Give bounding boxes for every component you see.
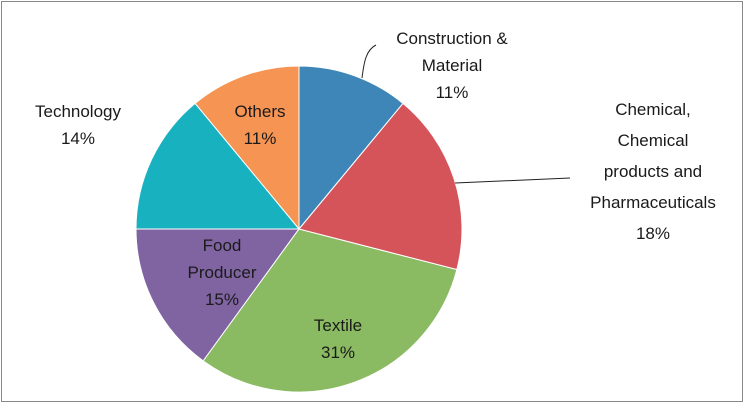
category-name: Construction & Material	[396, 29, 508, 75]
pie-slice	[135, 102, 301, 230]
category-name: Food Producer	[187, 236, 257, 282]
data-label: Construction & Material 11%	[396, 25, 508, 106]
pie-slice	[298, 102, 463, 271]
data-label: Others 11%	[234, 98, 285, 152]
value-label: 15%	[204, 290, 240, 309]
category-name: Technology	[34, 102, 122, 121]
category-name: Others	[234, 102, 286, 121]
data-label: Technology 14%	[35, 98, 121, 152]
value-label: 31%	[320, 343, 356, 362]
category-name: Chemical, Chemical products and Pharmace…	[590, 100, 716, 212]
category-name: Textile	[313, 316, 363, 335]
leader-line	[454, 177, 571, 184]
pie-slice	[298, 65, 404, 231]
value-label: 14%	[60, 129, 96, 148]
data-label: Textile 31%	[314, 312, 362, 366]
leader-line	[361, 44, 377, 79]
value-label: 18%	[635, 224, 671, 243]
pie-slice	[194, 65, 300, 231]
data-label: Food Producer 15%	[188, 232, 257, 313]
pie-slice	[202, 228, 458, 393]
data-label: Chemical, Chemical products and Pharmace…	[590, 94, 716, 249]
value-label: 11%	[243, 129, 277, 148]
pie-slice	[135, 228, 300, 362]
value-label: 11%	[435, 83, 469, 102]
